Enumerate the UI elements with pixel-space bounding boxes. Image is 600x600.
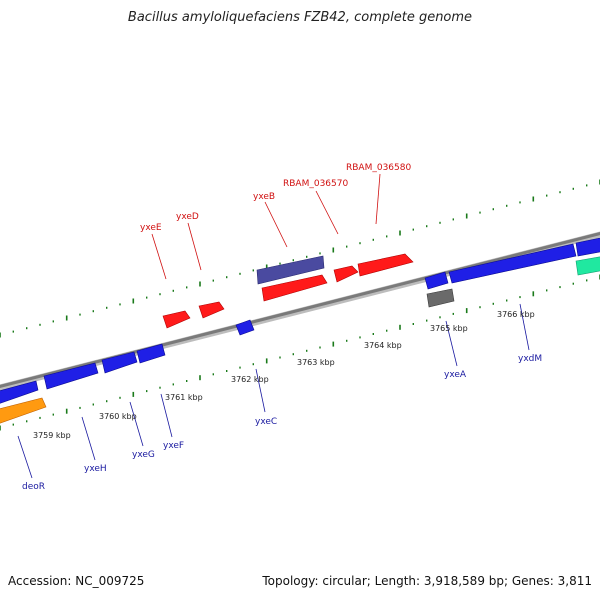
gene-deor[interactable] xyxy=(0,397,47,425)
gene-label-yxea[interactable]: yxeA xyxy=(444,370,467,380)
kbp-label: 3765 kbp xyxy=(430,324,468,333)
gene-yxeb[interactable] xyxy=(256,255,325,285)
forward-gene-labels: yxeE yxeD yxeB RBAM_036570 RBAM_036580 xyxy=(140,163,411,233)
gene-red-under-yxeb[interactable] xyxy=(261,274,328,302)
gene-label-yxeh[interactable]: yxeH xyxy=(84,464,107,474)
gene-yxec[interactable] xyxy=(235,319,255,336)
kbp-label: 3761 kbp xyxy=(165,393,203,402)
kbp-label: 3759 kbp xyxy=(33,431,71,440)
gene-yxee[interactable] xyxy=(162,310,191,329)
gene-yxdm[interactable] xyxy=(448,243,577,284)
kbp-label: 3764 kbp xyxy=(364,341,402,350)
accession-text: Accession: NC_009725 xyxy=(8,574,145,588)
kbp-label: 3760 kbp xyxy=(99,412,137,421)
gene-teal[interactable] xyxy=(575,256,600,276)
gene-yxeh[interactable] xyxy=(43,362,99,390)
gene-blue-right[interactable] xyxy=(575,237,600,257)
gene-yxef[interactable] xyxy=(136,343,166,364)
gene-label-yxeg[interactable]: yxeG xyxy=(132,450,155,460)
gene-label-yxef[interactable]: yxeF xyxy=(163,441,184,451)
reverse-genes xyxy=(0,237,600,425)
gene-label-yxdm[interactable]: yxdM xyxy=(518,354,542,364)
gene-label-rbam-036580[interactable]: RBAM_036580 xyxy=(346,163,411,173)
gene-yxed[interactable] xyxy=(198,301,225,319)
kbp-label: 3766 kbp xyxy=(497,310,535,319)
tick-track-lower xyxy=(0,274,600,431)
kbp-label: 3762 kbp xyxy=(231,375,269,384)
map-title: Bacillus amyloliquefaciens FZB42, comple… xyxy=(127,10,473,25)
forward-genes xyxy=(162,253,414,329)
gene-rbam-036570[interactable] xyxy=(333,265,359,283)
gene-label-rbam-036570[interactable]: RBAM_036570 xyxy=(283,179,348,189)
gene-rbam-036580[interactable] xyxy=(357,253,414,277)
tick-track-upper xyxy=(0,179,600,338)
gene-label-yxed[interactable]: yxeD xyxy=(176,212,199,222)
gene-label-yxee[interactable]: yxeE xyxy=(140,223,162,233)
kbp-label: 3763 kbp xyxy=(297,358,335,367)
gene-label-yxec[interactable]: yxeC xyxy=(255,417,277,427)
gene-yxeg[interactable] xyxy=(101,351,138,374)
topology-text: Topology: circular; Length: 3,918,589 bp… xyxy=(262,574,592,588)
gene-blue-left[interactable] xyxy=(0,380,39,405)
reverse-gene-labels: deoR yxeH yxeG yxeF yxeC yxeA yxdM xyxy=(22,354,542,492)
gene-label-deor[interactable]: deoR xyxy=(22,482,45,492)
gene-label-yxeb[interactable]: yxeB xyxy=(253,192,275,202)
label-leaders xyxy=(17,173,530,479)
gene-gray[interactable] xyxy=(426,288,455,308)
kbp-labels: 3759 kbp 3760 kbp 3761 kbp 3762 kbp 3763… xyxy=(33,310,535,440)
gene-yxea[interactable] xyxy=(424,271,449,290)
